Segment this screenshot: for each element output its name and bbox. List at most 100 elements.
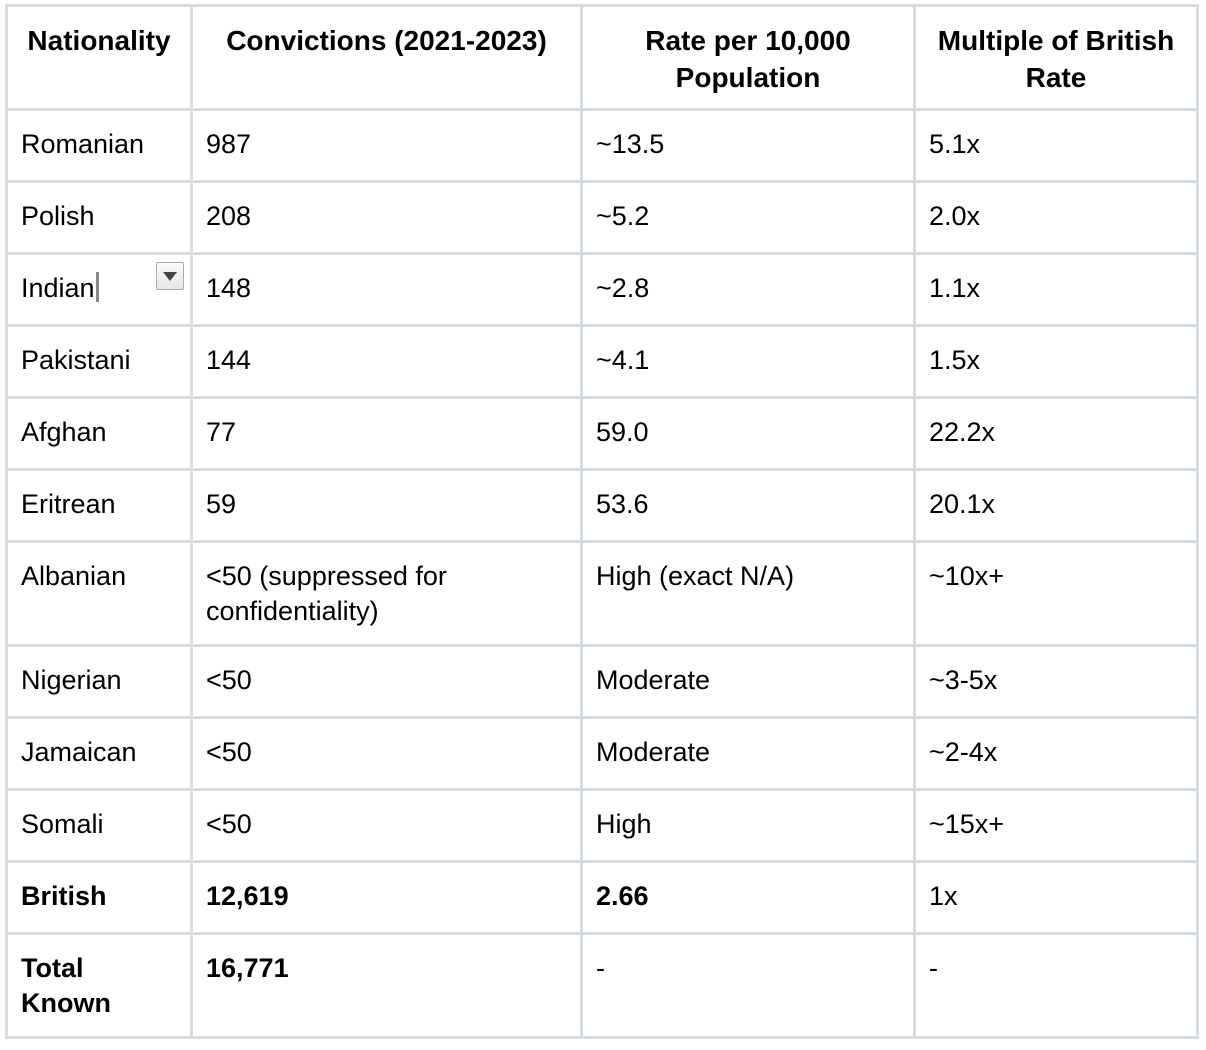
table-cell[interactable]: 59 [190, 468, 583, 543]
table-cell[interactable]: - [913, 932, 1199, 1039]
cell-dropdown-button[interactable] [156, 262, 184, 290]
table-cell[interactable]: High [580, 788, 916, 863]
table-cell[interactable]: ~10x+ [913, 540, 1199, 647]
table-cell[interactable]: 148 [190, 252, 583, 327]
cell-text: 148 [206, 273, 252, 303]
table-cell[interactable]: ~2-4x [913, 716, 1199, 791]
table-row: Eritrean 59 53.6 20.1x [5, 468, 1199, 543]
table-cell[interactable]: <50 [190, 716, 583, 791]
cell-text: Nigerian [21, 665, 122, 695]
table-cell[interactable]: 987 [190, 108, 583, 183]
table-row: British 12,619 2.66 1x [5, 860, 1199, 935]
table-cell[interactable]: Nigerian [5, 644, 193, 719]
cell-text: High (exact N/A) [596, 561, 795, 591]
column-header-convictions[interactable]: Convictions (2021-2023) [190, 4, 583, 111]
table-cell[interactable]: <50 (suppressed for confidentiality) [190, 540, 583, 647]
cell-text: Moderate [596, 665, 711, 695]
cell-text: British [21, 881, 107, 911]
cell-text: - [929, 953, 938, 983]
table-cell[interactable]: 20.1x [913, 468, 1199, 543]
cell-text: 16,771 [206, 953, 289, 983]
cell-text: Jamaican [21, 737, 137, 767]
cell-text: <50 [206, 737, 252, 767]
table-cell[interactable]: ~5.2 [580, 180, 916, 255]
table-row: Polish 208 ~5.2 2.0x [5, 180, 1199, 255]
cell-text: 144 [206, 345, 252, 375]
cell-text: ~5.2 [596, 201, 650, 231]
table-cell[interactable]: British [5, 860, 193, 935]
cell-text: Moderate [596, 737, 711, 767]
table-cell[interactable]: 53.6 [580, 468, 916, 543]
table-cell[interactable]: - [580, 932, 916, 1039]
table-cell[interactable]: Albanian [5, 540, 193, 647]
table-cell[interactable]: 12,619 [190, 860, 583, 935]
cell-text: High [596, 809, 652, 839]
cell-text: 59 [206, 489, 237, 519]
cell-text: 5.1x [929, 129, 981, 159]
table-row: Albanian <50 (suppressed for confidential… [5, 540, 1199, 647]
cell-text: 2.0x [929, 201, 981, 231]
table-cell[interactable]: Jamaican [5, 716, 193, 791]
table-cell[interactable]: 22.2x [913, 396, 1199, 471]
table-cell[interactable]: Pakistani [5, 324, 193, 399]
cell-text: 59.0 [596, 417, 649, 447]
cell-text: ~2.8 [596, 273, 650, 303]
table-cell[interactable]: 5.1x [913, 108, 1199, 183]
cell-text: ~10x+ [929, 561, 1005, 591]
table-cell[interactable]: 144 [190, 324, 583, 399]
cell-text: 12,619 [206, 881, 289, 911]
cell-text: ~4.1 [596, 345, 650, 375]
cell-text: ~2-4x [929, 737, 998, 767]
cell-text: 20.1x [929, 489, 996, 519]
cell-text: 22.2x [929, 417, 996, 447]
table-cell[interactable]: Indian [5, 252, 193, 327]
table-cell[interactable]: <50 [190, 788, 583, 863]
table-cell[interactable]: 16,771 [190, 932, 583, 1039]
cell-text: ~3-5x [929, 665, 998, 695]
table-cell[interactable]: Afghan [5, 396, 193, 471]
column-header-rate[interactable]: Rate per 10,000 Population [580, 4, 916, 111]
table-cell[interactable]: 1x [913, 860, 1199, 935]
table-cell[interactable]: 2.0x [913, 180, 1199, 255]
table-cell[interactable]: ~13.5 [580, 108, 916, 183]
table-row: Romanian 987 ~13.5 5.1x [5, 108, 1199, 183]
cell-text: 987 [206, 129, 252, 159]
table-cell[interactable]: 1.1x [913, 252, 1199, 327]
cell-text: <50 (suppressed for confidentiality) [206, 561, 447, 626]
table-row: Indian 148 ~2.8 1.1x [5, 252, 1199, 327]
table-cell[interactable]: Eritrean [5, 468, 193, 543]
table-cell[interactable]: Polish [5, 180, 193, 255]
table-row: Afghan 77 59.0 22.2x [5, 396, 1199, 471]
cell-text: 53.6 [596, 489, 649, 519]
table-cell[interactable]: ~2.8 [580, 252, 916, 327]
table-cell[interactable]: 2.66 [580, 860, 916, 935]
table-cell[interactable]: Total Known [5, 932, 193, 1039]
table-cell[interactable]: Moderate [580, 716, 916, 791]
table-cell[interactable]: High (exact N/A) [580, 540, 916, 647]
cell-text: <50 [206, 665, 252, 695]
table-cell[interactable]: Romanian [5, 108, 193, 183]
cell-text: ~13.5 [596, 129, 665, 159]
cell-text: Albanian [21, 561, 127, 591]
cell-text: 2.66 [596, 881, 649, 911]
table-cell[interactable]: ~15x+ [913, 788, 1199, 863]
cell-text: Indian [21, 273, 95, 303]
table-row: Pakistani 144 ~4.1 1.5x [5, 324, 1199, 399]
table-cell[interactable]: 208 [190, 180, 583, 255]
table-cell[interactable]: 77 [190, 396, 583, 471]
table-cell[interactable]: 1.5x [913, 324, 1199, 399]
cell-text: ~15x+ [929, 809, 1005, 839]
table-cell[interactable]: <50 [190, 644, 583, 719]
cell-text: Eritrean [21, 489, 116, 519]
table-cell[interactable]: ~3-5x [913, 644, 1199, 719]
column-header-nationality[interactable]: Nationality [5, 4, 193, 111]
table-cell[interactable]: Somali [5, 788, 193, 863]
table-cell[interactable]: ~4.1 [580, 324, 916, 399]
table-cell[interactable]: Moderate [580, 644, 916, 719]
cell-text: Somali [21, 809, 104, 839]
column-header-multiple[interactable]: Multiple of British Rate [913, 4, 1199, 111]
cell-text: Afghan [21, 417, 107, 447]
table-cell[interactable]: 59.0 [580, 396, 916, 471]
